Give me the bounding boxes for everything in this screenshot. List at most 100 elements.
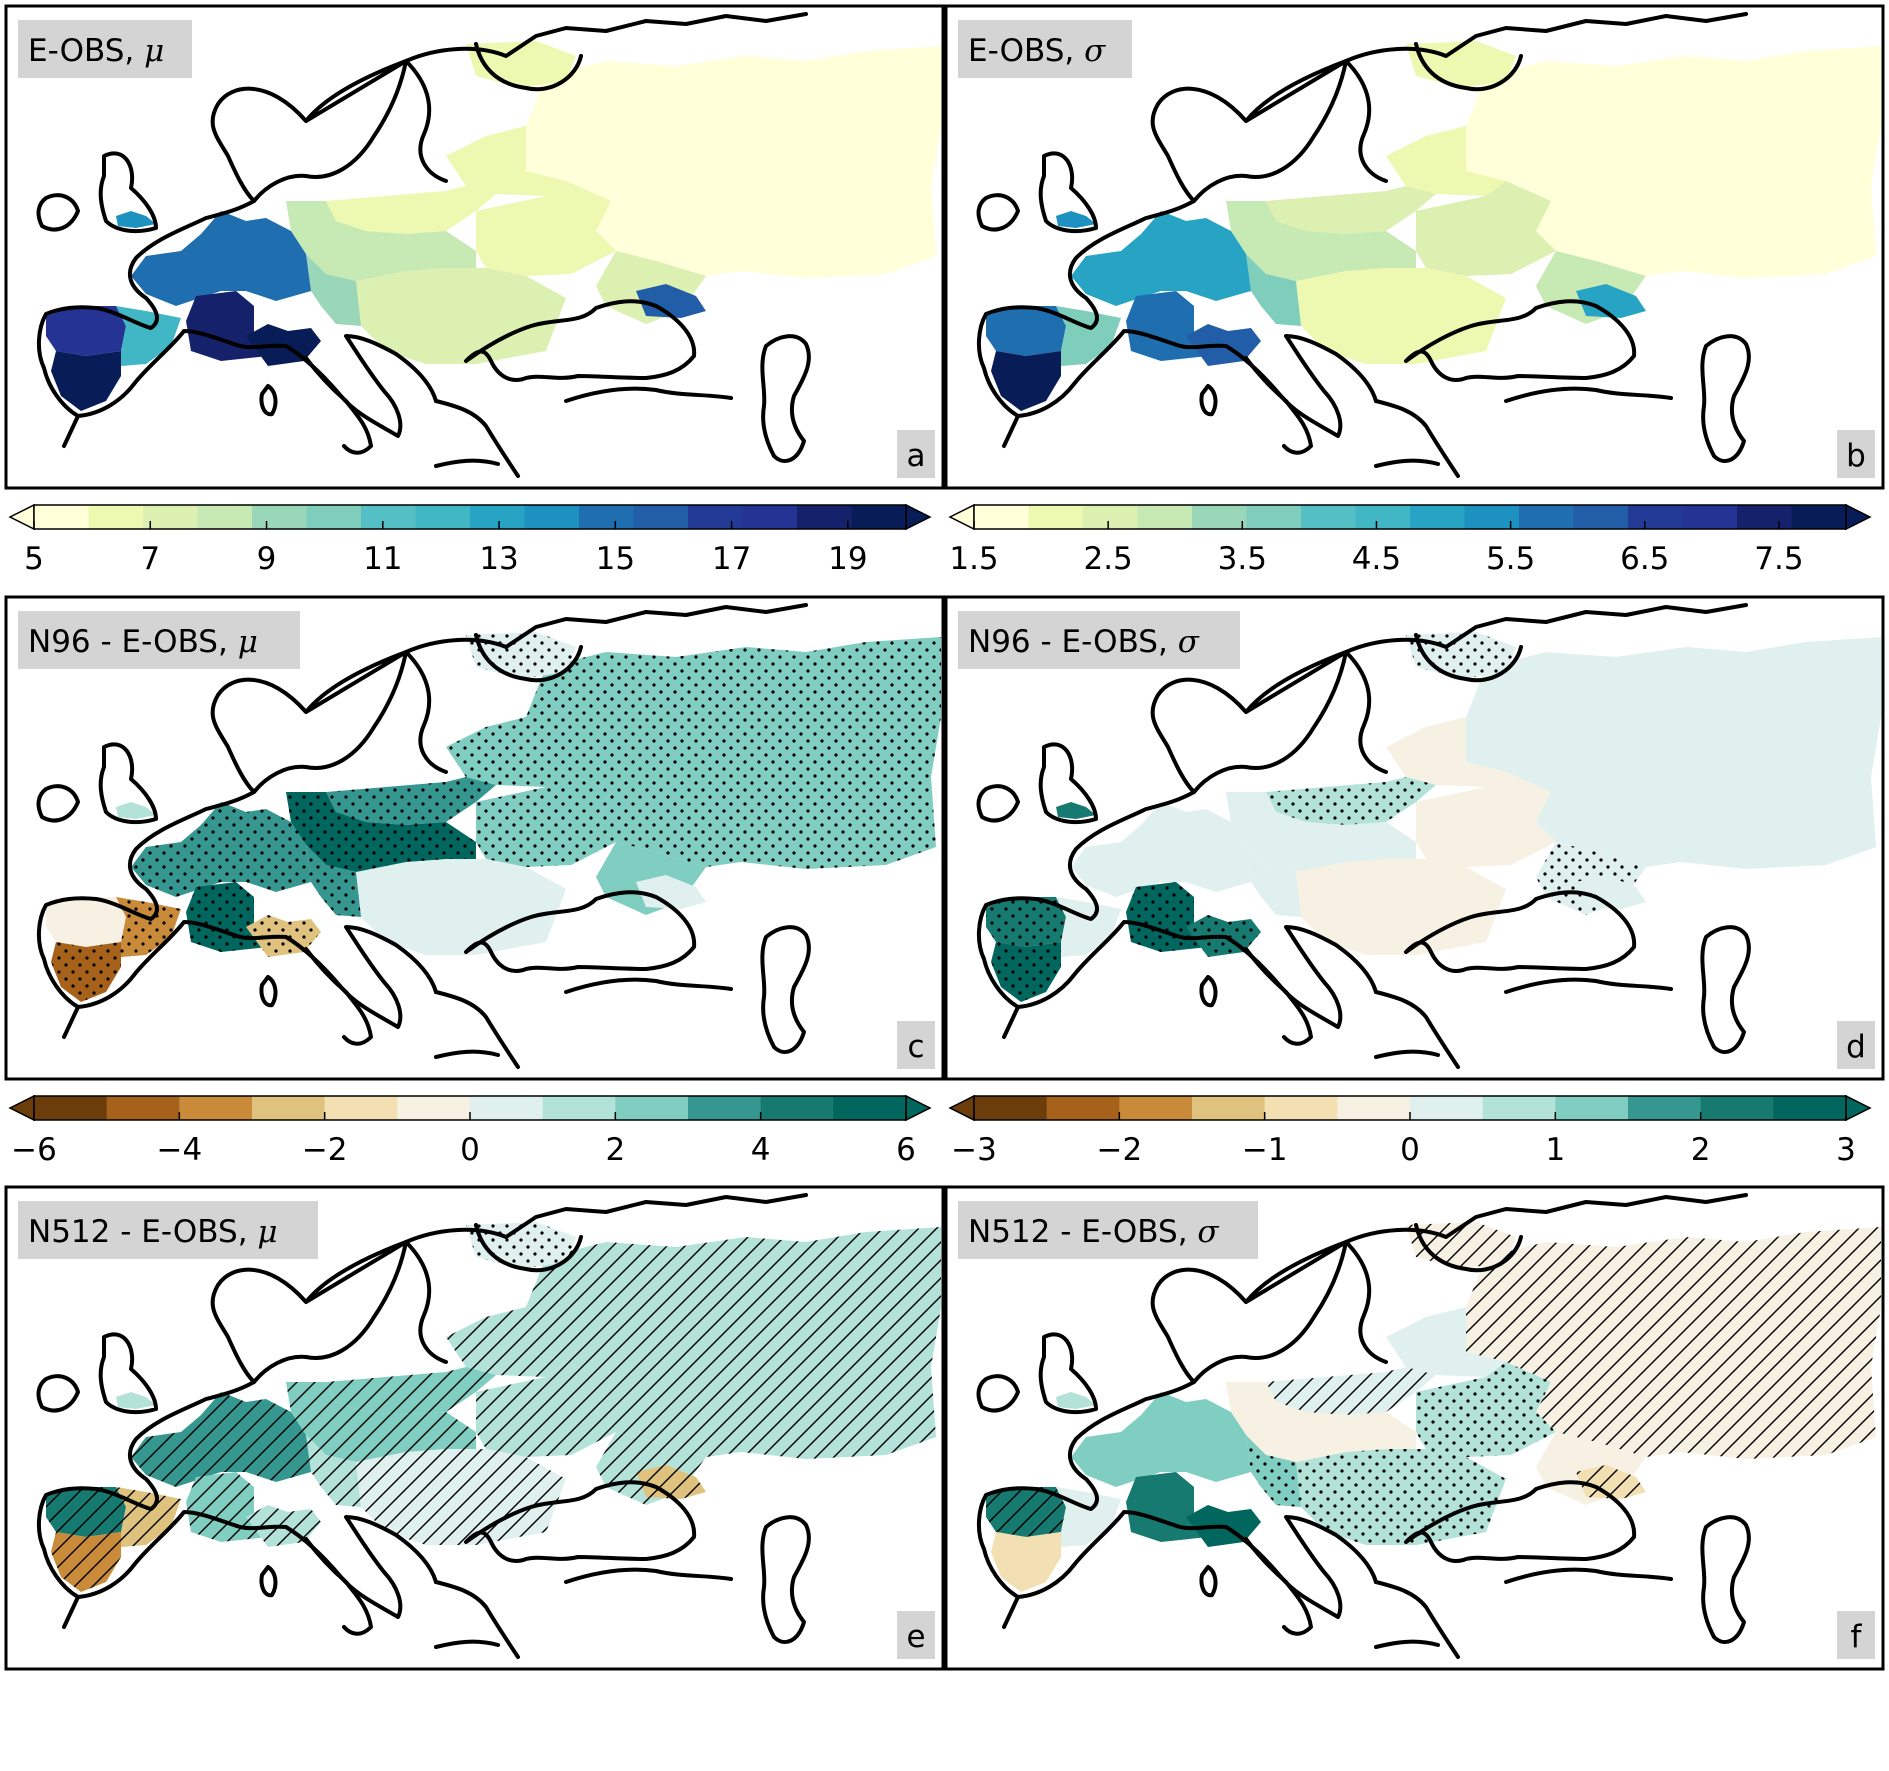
colorbar-tick-label: 6 <box>896 1132 916 1168</box>
region-uk <box>1056 211 1096 228</box>
significance-dots-iberia_s <box>991 942 1061 1002</box>
significance-hatch-russia <box>1466 1227 1881 1459</box>
significance-hatch-ukraine <box>476 1362 616 1457</box>
colorbar-bin <box>1028 505 1084 529</box>
colorbar-bin <box>34 1096 108 1120</box>
colorbar-bin <box>252 505 308 529</box>
region-iberia_e <box>1056 1487 1121 1547</box>
colorbar-bin <box>397 1096 471 1120</box>
colorbar-bin <box>851 505 907 529</box>
region-iberia_s <box>991 351 1061 411</box>
colorbar-extend-min <box>948 503 975 531</box>
panel-title-box <box>18 20 192 78</box>
colorbar-tick-label: 5 <box>24 541 44 577</box>
coastlines <box>976 603 1751 1069</box>
colorbar-bin <box>143 505 199 529</box>
region-caucasus <box>636 284 706 318</box>
colorbar-tick-label: 3.5 <box>1218 541 1267 577</box>
colorbar-bin <box>1192 505 1248 529</box>
region-germany <box>1226 792 1416 872</box>
coastlines <box>976 12 1751 478</box>
colorbar-extend-max <box>905 503 932 531</box>
region-russia <box>1466 46 1881 278</box>
panel-title-box <box>958 611 1240 669</box>
colorbar-tick-label: 6.5 <box>1620 541 1669 577</box>
colorbar-tick-label: 17 <box>712 541 751 577</box>
map-panel-d: N96 - E-OBS, σ d <box>944 595 1885 1081</box>
colorbar-bin <box>974 505 1030 529</box>
colorbar-tick-label: −6 <box>11 1132 57 1168</box>
region-iberia_n <box>46 306 126 356</box>
colorbar-bin <box>742 505 798 529</box>
colorbar-bin <box>470 505 526 529</box>
colorbar-extend-min <box>8 1094 35 1122</box>
significance-hatch-russia <box>526 1227 941 1459</box>
colorbar-outline <box>33 504 907 530</box>
colorbar-bin <box>34 505 90 529</box>
region-alps_e <box>1246 845 1301 917</box>
colorbar-bin <box>1737 505 1793 529</box>
significance-dots-russia <box>526 637 941 869</box>
colorbar-bin <box>1355 505 1411 529</box>
significance-dots-iberia_n <box>986 897 1066 947</box>
colorbar-bin <box>1246 505 1302 529</box>
region-germany <box>286 201 476 281</box>
map-panel-a: E-OBS, μ a <box>4 4 945 490</box>
colorbar-bin <box>1264 1096 1338 1120</box>
colorbar-tick-label: 1.5 <box>949 541 998 577</box>
colorbar-tick-label: 7.5 <box>1754 541 1803 577</box>
region-france_n <box>1071 1392 1251 1487</box>
colorbar-bin <box>106 1096 180 1120</box>
colorbar-bin <box>1083 505 1139 529</box>
colorbar-bin <box>324 1096 398 1120</box>
panel-letter-box <box>1837 1611 1875 1659</box>
colorbar-bin <box>1046 1096 1120 1120</box>
colorbar-tick-label: 9 <box>257 541 277 577</box>
significance-dots-poland <box>1266 777 1436 825</box>
region-iberia_s <box>991 1532 1061 1592</box>
significance-hatch-iberia_n <box>986 1487 1066 1537</box>
colorbar-bin <box>1573 505 1629 529</box>
significance-dots-alps_e <box>1246 1435 1301 1507</box>
coastlines <box>36 12 811 478</box>
colorbar-bin <box>1682 505 1738 529</box>
region-uk <box>116 211 156 228</box>
region-uk <box>1056 802 1096 819</box>
colorbar-bin <box>361 505 417 529</box>
map-panel-c: N96 - E-OBS, μ c <box>4 595 945 1081</box>
colorbar-tick-label: 5.5 <box>1486 541 1535 577</box>
coastlines <box>976 1193 1751 1659</box>
panel-letter: f <box>1851 1619 1863 1655</box>
colorbar-bin <box>1137 505 1193 529</box>
colorbar-bin <box>1519 505 1575 529</box>
region-france_n <box>131 211 311 306</box>
colorbar-bin <box>688 1096 762 1120</box>
colorbar-tick-label: 2 <box>605 1132 625 1168</box>
map-panel-e: N512 - E-OBS, μ e <box>4 1185 945 1671</box>
significance-hatch-france_c <box>186 1472 268 1542</box>
region-baltic <box>1386 717 1506 787</box>
colorbar-bin <box>1410 1096 1484 1120</box>
significance-hatch-france_n <box>131 1392 311 1487</box>
region-france_n <box>1071 211 1251 306</box>
significance-hatch-iberia_e <box>116 1487 181 1547</box>
region-alps_e <box>306 254 361 326</box>
significance-hatch-baltic <box>446 1307 566 1377</box>
significance-dots-france_n <box>131 802 311 897</box>
significance-hatch-danube <box>356 1449 566 1545</box>
significance-dots-ukraine <box>1416 1362 1556 1457</box>
significance-dots-france_c <box>186 882 268 952</box>
colorbar-bin <box>1555 1096 1629 1120</box>
colorbar-bin <box>1628 505 1684 529</box>
colorbar-bin <box>1192 1096 1266 1120</box>
colorbar-tick-label: 13 <box>479 541 518 577</box>
significance-hatch-caucasus <box>636 1465 706 1499</box>
colorbar-tick-label: −4 <box>156 1132 202 1168</box>
region-alps_e <box>1246 254 1301 326</box>
region-ukraine <box>1416 772 1556 867</box>
panel-letter-box <box>897 1611 935 1659</box>
region-germany <box>1226 201 1416 281</box>
panel-letter: e <box>906 1619 925 1655</box>
significance-dots-ukraine <box>476 772 616 867</box>
significance-hatch-germany <box>286 1382 476 1462</box>
